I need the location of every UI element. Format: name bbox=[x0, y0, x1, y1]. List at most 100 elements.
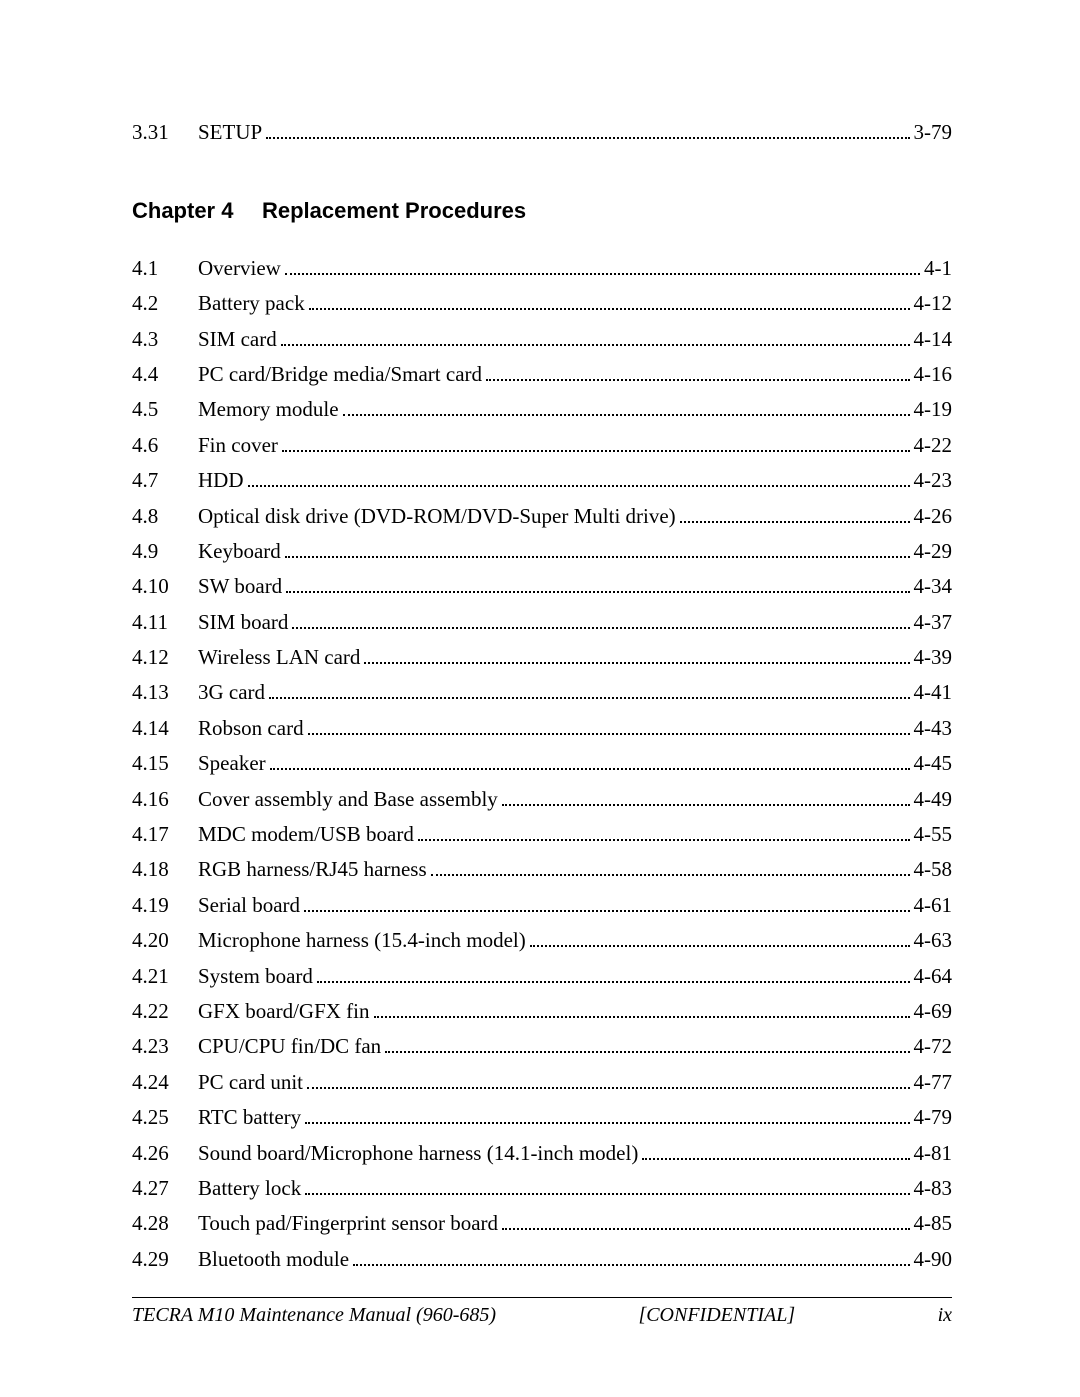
toc-pre-chapter: 3.31SETUP3-79 bbox=[132, 118, 952, 143]
toc-section-number: 4.29 bbox=[132, 1249, 198, 1270]
toc-row: 4.21System board4-64 bbox=[132, 962, 952, 987]
toc-dot-leader bbox=[281, 325, 910, 346]
toc-chapter-entries: 4.1Overview 4-1 4.2Battery pack4-12 4.3SIM … bbox=[132, 254, 952, 1270]
toc-section-title: RTC battery bbox=[198, 1107, 301, 1128]
toc-section-title: Battery pack bbox=[198, 293, 305, 314]
toc-page-number: 4-43 bbox=[914, 718, 953, 739]
toc-section-title: Robson card bbox=[198, 718, 304, 739]
toc-dot-leader bbox=[285, 537, 910, 558]
toc-section-number: 4.2 bbox=[132, 293, 198, 314]
toc-section-number: 4.6 bbox=[132, 435, 198, 456]
toc-row: 4.2Battery pack4-12 bbox=[132, 289, 952, 314]
toc-dot-leader bbox=[309, 289, 910, 310]
toc-dot-leader bbox=[305, 1174, 909, 1195]
document-page: 3.31SETUP3-79 Chapter 4 Replacement Proc… bbox=[0, 0, 1080, 1397]
toc-section-number: 4.9 bbox=[132, 541, 198, 562]
toc-section-title: Cover assembly and Base assembly bbox=[198, 789, 498, 810]
toc-page-number: 4-1 bbox=[924, 258, 952, 279]
toc-page-number: 4-14 bbox=[914, 329, 953, 350]
toc-section-number: 3.31 bbox=[132, 122, 198, 143]
toc-row: 4.27Battery lock4-83 bbox=[132, 1174, 952, 1199]
toc-page-number: 4-64 bbox=[914, 966, 953, 987]
toc-section-number: 4.26 bbox=[132, 1143, 198, 1164]
toc-section-title: Keyboard bbox=[198, 541, 281, 562]
toc-dot-leader bbox=[317, 962, 910, 983]
footer-rule bbox=[132, 1297, 952, 1298]
toc-row: 4.9Keyboard 4-29 bbox=[132, 537, 952, 562]
toc-row: 4.15Speaker4-45 bbox=[132, 749, 952, 774]
toc-dot-leader bbox=[364, 643, 909, 664]
toc-section-title: PC card unit bbox=[198, 1072, 303, 1093]
toc-section-number: 4.24 bbox=[132, 1072, 198, 1093]
footer-line: TECRA M10 Maintenance Manual (960-685) [… bbox=[132, 1304, 952, 1327]
chapter-title: Replacement Procedures bbox=[262, 198, 952, 224]
toc-section-title: System board bbox=[198, 966, 313, 987]
toc-page-number: 4-39 bbox=[914, 647, 953, 668]
toc-section-number: 4.13 bbox=[132, 682, 198, 703]
chapter-heading: Chapter 4 Replacement Procedures bbox=[132, 198, 952, 224]
toc-section-title: MDC modem/USB board bbox=[198, 824, 414, 845]
toc-section-number: 4.4 bbox=[132, 364, 198, 385]
toc-dot-leader bbox=[305, 1103, 909, 1124]
toc-page-number: 4-77 bbox=[914, 1072, 953, 1093]
toc-row: 4.19Serial board4-61 bbox=[132, 891, 952, 916]
toc-dot-leader bbox=[285, 254, 920, 275]
toc-section-title: Microphone harness (15.4-inch model) bbox=[198, 930, 526, 951]
toc-page-number: 4-45 bbox=[914, 753, 953, 774]
toc-page-number: 4-34 bbox=[914, 576, 953, 597]
toc-row: 4.20Microphone harness (15.4-inch model)… bbox=[132, 926, 952, 951]
toc-row: 4.133G card4-41 bbox=[132, 679, 952, 704]
toc-section-number: 4.8 bbox=[132, 506, 198, 527]
toc-page-number: 4-61 bbox=[914, 895, 953, 916]
toc-row: 4.3SIM card 4-14 bbox=[132, 325, 952, 350]
toc-section-number: 4.20 bbox=[132, 930, 198, 951]
toc-dot-leader bbox=[642, 1139, 909, 1160]
toc-row: 4.5Memory module4-19 bbox=[132, 395, 952, 420]
toc-section-title: CPU/CPU fin/DC fan bbox=[198, 1036, 381, 1057]
toc-dot-leader bbox=[248, 466, 910, 487]
toc-row: 4.11SIM board4-37 bbox=[132, 608, 952, 633]
toc-section-title: SIM card bbox=[198, 329, 277, 350]
toc-page-number: 4-72 bbox=[914, 1036, 953, 1057]
toc-row: 4.17MDC modem/USB board 4-55 bbox=[132, 820, 952, 845]
toc-row: 4.24PC card unit 4-77 bbox=[132, 1068, 952, 1093]
footer-left-text: TECRA M10 Maintenance Manual (960-685) bbox=[132, 1304, 638, 1327]
toc-section-number: 4.10 bbox=[132, 576, 198, 597]
toc-section-title: Overview bbox=[198, 258, 281, 279]
toc-section-number: 4.18 bbox=[132, 859, 198, 880]
toc-section-title: HDD bbox=[198, 470, 244, 491]
toc-dot-leader bbox=[266, 118, 909, 139]
toc-row: 4.23CPU/CPU fin/DC fan4-72 bbox=[132, 1032, 952, 1057]
toc-page-number: 4-55 bbox=[914, 824, 953, 845]
toc-section-title: Touch pad/Fingerprint sensor board bbox=[198, 1213, 498, 1234]
toc-section-number: 4.11 bbox=[132, 612, 198, 633]
toc-section-title: Speaker bbox=[198, 753, 266, 774]
toc-row: 4.12Wireless LAN card4-39 bbox=[132, 643, 952, 668]
toc-section-number: 4.19 bbox=[132, 895, 198, 916]
toc-page-number: 4-83 bbox=[914, 1178, 953, 1199]
toc-dot-leader bbox=[374, 997, 910, 1018]
chapter-label: Chapter 4 bbox=[132, 198, 262, 224]
toc-dot-leader bbox=[282, 431, 910, 452]
toc-dot-leader bbox=[486, 360, 909, 381]
toc-page-number: 4-63 bbox=[914, 930, 953, 951]
toc-section-title: RGB harness/RJ45 harness bbox=[198, 859, 427, 880]
toc-section-number: 4.16 bbox=[132, 789, 198, 810]
toc-page-number: 4-29 bbox=[914, 541, 953, 562]
toc-section-title: SETUP bbox=[198, 122, 262, 143]
toc-dot-leader bbox=[431, 856, 910, 877]
toc-section-number: 4.17 bbox=[132, 824, 198, 845]
toc-row: 4.25RTC battery4-79 bbox=[132, 1103, 952, 1128]
toc-row: 4.7HDD 4-23 bbox=[132, 466, 952, 491]
toc-page-number: 4-23 bbox=[914, 470, 953, 491]
toc-section-title: Fin cover bbox=[198, 435, 278, 456]
footer-center-text: [CONFIDENTIAL] bbox=[638, 1304, 937, 1327]
toc-dot-leader bbox=[286, 572, 909, 593]
toc-section-number: 4.3 bbox=[132, 329, 198, 350]
toc-section-number: 4.7 bbox=[132, 470, 198, 491]
toc-section-title: Optical disk drive (DVD-ROM/DVD-Super Mu… bbox=[198, 506, 676, 527]
toc-section-number: 4.1 bbox=[132, 258, 198, 279]
toc-page-number: 4-79 bbox=[914, 1107, 953, 1128]
toc-row: 4.10SW board4-34 bbox=[132, 572, 952, 597]
toc-section-number: 4.22 bbox=[132, 1001, 198, 1022]
